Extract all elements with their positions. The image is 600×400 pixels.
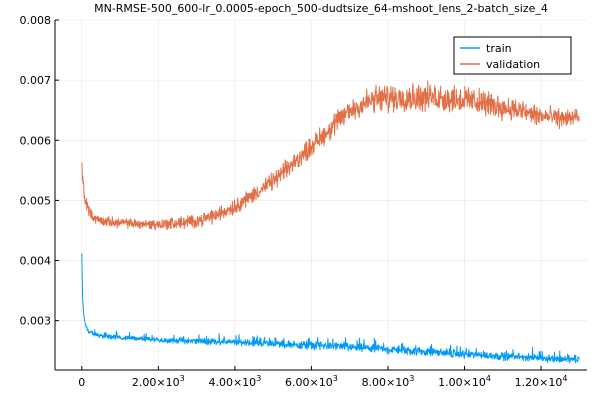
axes xyxy=(54,19,587,371)
legend: train validation xyxy=(453,36,572,75)
y-tick-label: 0.008 xyxy=(20,14,52,27)
legend-box xyxy=(453,36,572,75)
series-line-validation xyxy=(81,80,580,231)
y-tick-label: 0.004 xyxy=(20,255,52,268)
x-tick-label: 2.00×103 xyxy=(132,374,185,389)
x-tick-label: 0 xyxy=(78,376,85,389)
y-tick-label: 0.005 xyxy=(20,194,52,207)
tick-labels: 0 2.00×103 4.00×103 6.00×103 8.00×103 1.00×10… xyxy=(20,14,568,389)
x-tick-label: 1.00×104 xyxy=(438,374,491,389)
x-tick-label: 1.20×104 xyxy=(515,374,568,389)
grid-lines xyxy=(55,19,587,370)
x-tick-label: 8.00×103 xyxy=(362,374,415,389)
series-lines xyxy=(81,80,580,364)
y-tick-label: 0.007 xyxy=(20,74,52,87)
legend-label-validation: validation xyxy=(486,58,540,71)
y-tick-label: 0.003 xyxy=(20,315,52,328)
legend-label-train: train xyxy=(486,42,512,55)
x-tick-label: 6.00×103 xyxy=(285,374,338,389)
series-line-train xyxy=(81,253,580,364)
chart-title: MN-RMSE-500_600-lr_0.0005-epoch_500-dudt… xyxy=(94,2,548,15)
x-tick-label: 4.00×103 xyxy=(208,374,261,389)
y-tick-label: 0.006 xyxy=(20,134,52,147)
